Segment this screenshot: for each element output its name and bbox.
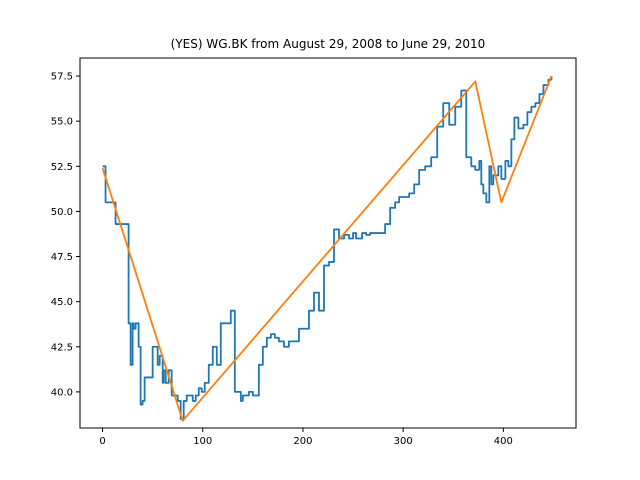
x-tick-label: 100 bbox=[193, 436, 212, 447]
trend-series-line bbox=[101, 75, 553, 422]
x-tick-label: 400 bbox=[494, 436, 513, 447]
x-tick-label: 200 bbox=[293, 436, 312, 447]
x-tick-label: 0 bbox=[99, 436, 105, 447]
y-tick-label: 47.5 bbox=[51, 252, 73, 263]
series-layer bbox=[101, 75, 553, 422]
y-tick-label: 50.0 bbox=[51, 207, 73, 218]
y-tick-label: 55.0 bbox=[51, 117, 73, 128]
price-series-line bbox=[102, 76, 553, 420]
y-tick-label: 52.5 bbox=[51, 162, 73, 173]
x-tick-label: 300 bbox=[394, 436, 413, 447]
y-tick-label: 40.0 bbox=[51, 387, 73, 398]
chart-title: (YES) WG.BK from August 29, 2008 to June… bbox=[171, 37, 486, 51]
y-tick-label: 45.0 bbox=[51, 297, 73, 308]
x-axis-ticks: 0 100 200 300 400 bbox=[99, 428, 513, 447]
y-tick-label: 42.5 bbox=[51, 342, 73, 353]
plot-frame bbox=[79, 57, 577, 429]
y-axis-ticks: 40.0 42.5 45.0 47.5 50.0 52.5 55.0 57.5 bbox=[51, 72, 80, 398]
y-tick-label: 57.5 bbox=[51, 72, 73, 83]
